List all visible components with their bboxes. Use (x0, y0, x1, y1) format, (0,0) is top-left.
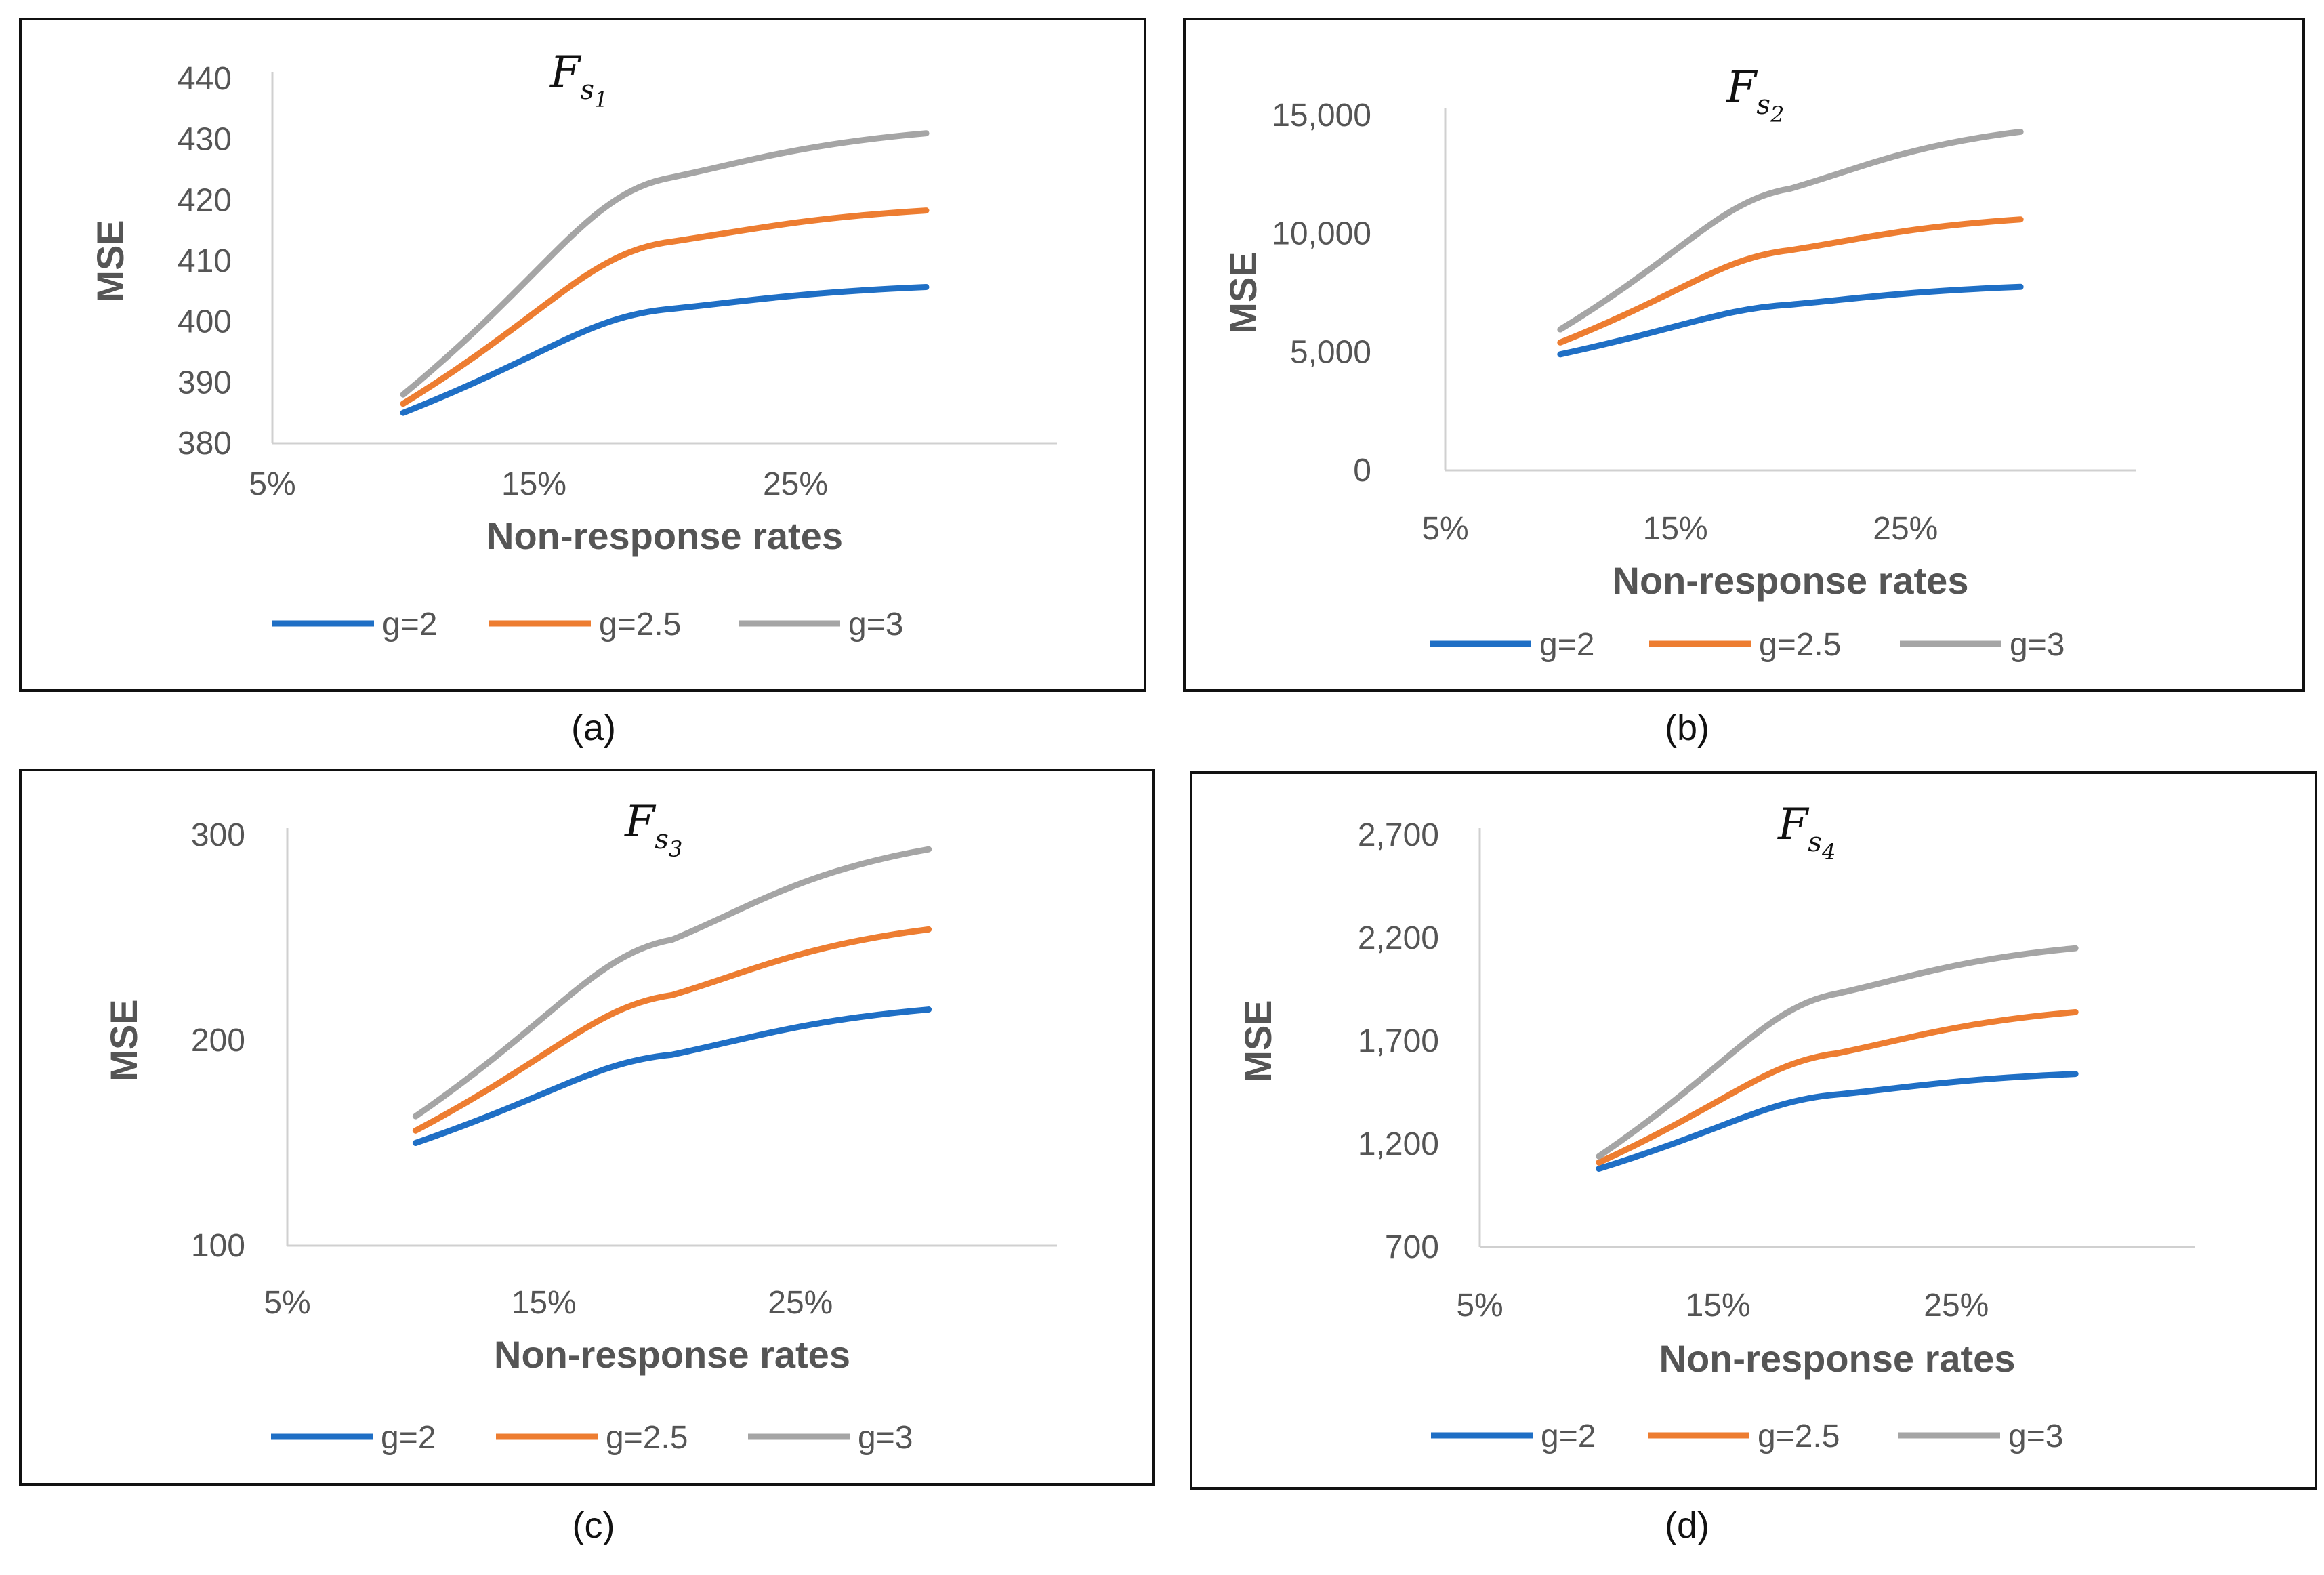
y-tick-label-a: 440 (178, 61, 232, 97)
x-tick-label-a: 5% (249, 466, 295, 502)
chart-title-c: Fs3 (624, 797, 682, 862)
series-line-g2-5-d (1596, 1008, 2079, 1166)
title-subscript: s (1756, 89, 1770, 121)
legend-label-g2-b: g=2 (1539, 627, 1594, 663)
series-line-g2-5-c (412, 926, 932, 1134)
title-subsubscript: 1 (594, 87, 608, 112)
y-tick-label-a: 430 (178, 122, 232, 158)
title-subscript: s (655, 824, 669, 855)
x-tick-label-d: 25% (1924, 1288, 1989, 1324)
caption-b: (b) (1665, 708, 1709, 748)
x-axis-title-c: Non-response rates (494, 1333, 850, 1376)
x-tick-label-a: 25% (763, 466, 828, 502)
y-axis-title-b: MSE (1222, 251, 1264, 333)
chart-panel-c: 100 200 300 5% 15% 25% Non-response rates MSE Fs… (19, 769, 1155, 1486)
chart-title-b: Fs2 (1726, 62, 1784, 127)
series-line-g2-c (412, 1006, 932, 1146)
title-letter: F (549, 47, 582, 98)
y-tick-label-a: 400 (178, 304, 232, 340)
legend-label-g2-c: g=2 (381, 1420, 436, 1456)
x-tick-label-d: 15% (1686, 1288, 1751, 1324)
legend-label-g2-5-d: g=2.5 (1758, 1418, 1840, 1454)
y-tick-label-b: 0 (1353, 453, 1371, 489)
caption-d: (d) (1665, 1505, 1709, 1546)
y-tick-label-a: 390 (178, 365, 232, 401)
chart-panel-d: 700 1,200 1,700 2,200 2,700 5% 15% 25% Non-respo… (1190, 771, 2317, 1490)
legend-label-g2-5-b: g=2.5 (1759, 627, 1841, 663)
x-tick-label-b: 15% (1643, 511, 1708, 547)
x-tick-label-d: 5% (1456, 1288, 1503, 1324)
y-tick-label-d: 700 (1385, 1229, 1439, 1265)
y-tick-label-a: 380 (178, 426, 232, 462)
x-axis-title-d: Non-response rates (1659, 1337, 2016, 1380)
y-tick-label-c: 200 (191, 1023, 245, 1059)
y-tick-label-b: 10,000 (1272, 216, 1371, 252)
y-tick-label-d: 2,200 (1358, 920, 1439, 956)
title-letter: F (1726, 62, 1758, 112)
x-axis-title-a: Non-response rates (486, 514, 843, 557)
y-tick-label-c: 300 (191, 817, 245, 853)
x-axis-title-b: Non-response rates (1613, 559, 1969, 602)
y-tick-label-c: 100 (191, 1228, 245, 1264)
chart-svg-c: 100 200 300 5% 15% 25% Non-response rates MSE Fs… (102, 797, 1057, 1456)
caption-c: (c) (572, 1505, 615, 1546)
y-tick-label-b: 5,000 (1290, 334, 1371, 370)
chart-svg-b: 0 5,000 10,000 15,000 5% 15% 25% Non-response r… (1222, 62, 2136, 663)
title-letter: F (624, 797, 657, 847)
series-line-g2-d (1596, 1071, 2079, 1172)
x-tick-label-b: 5% (1422, 511, 1468, 547)
series-line-g3-b (1557, 128, 2024, 333)
legend-label-g3-c: g=3 (858, 1420, 913, 1456)
legend-label-g2-5-c: g=2.5 (606, 1420, 688, 1456)
title-subscript: s (1808, 827, 1822, 858)
chart-svg-d: 700 1,200 1,700 2,200 2,700 5% 15% 25% Non-respo… (1237, 800, 2195, 1454)
y-axis-title-c: MSE (102, 999, 145, 1081)
x-tick-label-a: 15% (501, 466, 566, 502)
x-tick-label-c: 5% (264, 1285, 310, 1321)
title-subsubscript: 4 (1821, 839, 1835, 865)
y-tick-label-d: 2,700 (1358, 817, 1439, 853)
series-line-g2-5-a (400, 207, 930, 407)
title-subsubscript: 2 (1770, 102, 1784, 127)
series-line-g2-b (1557, 283, 2024, 358)
series-line-g3-a (400, 130, 930, 398)
y-tick-label-a: 420 (178, 182, 232, 218)
x-tick-label-c: 15% (512, 1285, 577, 1321)
x-tick-label-b: 25% (1873, 511, 1938, 547)
legend-label-g2-5-a: g=2.5 (599, 607, 681, 642)
series-line-g3-c (412, 846, 932, 1120)
y-axis-title-d: MSE (1237, 1000, 1279, 1082)
legend-label-g2-a: g=2 (382, 607, 437, 642)
series-line-g3-d (1596, 945, 2079, 1160)
chart-panel-a: 380 390 400 410 420 430 440 5% 15% 25% Non-respons… (19, 18, 1146, 692)
title-subsubscript: 3 (669, 836, 682, 862)
legend-label-g3-b: g=3 (2010, 627, 2064, 663)
legend-label-g2-d: g=2 (1541, 1418, 1596, 1454)
y-tick-label-d: 1,700 (1358, 1023, 1439, 1059)
chart-svg-a: 380 390 400 410 420 430 440 5% 15% 25% Non-respons… (89, 47, 1057, 642)
series-line-g2-5-b (1557, 216, 2024, 346)
title-letter: F (1777, 800, 1810, 850)
title-subscript: s (580, 75, 594, 106)
legend-label-g3-d: g=3 (2008, 1418, 2063, 1454)
y-tick-label-a: 410 (178, 243, 232, 279)
chart-title-d: Fs4 (1777, 800, 1835, 865)
y-tick-label-d: 1,200 (1358, 1126, 1439, 1162)
legend-label-g3-a: g=3 (848, 607, 903, 642)
y-axis-title-a: MSE (89, 220, 131, 302)
chart-title-a: Fs1 (549, 47, 608, 112)
caption-a: (a) (571, 708, 616, 748)
series-line-g2-a (400, 284, 930, 416)
chart-panel-b: 0 5,000 10,000 15,000 5% 15% 25% Non-response r… (1183, 18, 2305, 692)
y-tick-label-b: 15,000 (1272, 98, 1371, 134)
x-tick-label-c: 25% (768, 1285, 833, 1321)
